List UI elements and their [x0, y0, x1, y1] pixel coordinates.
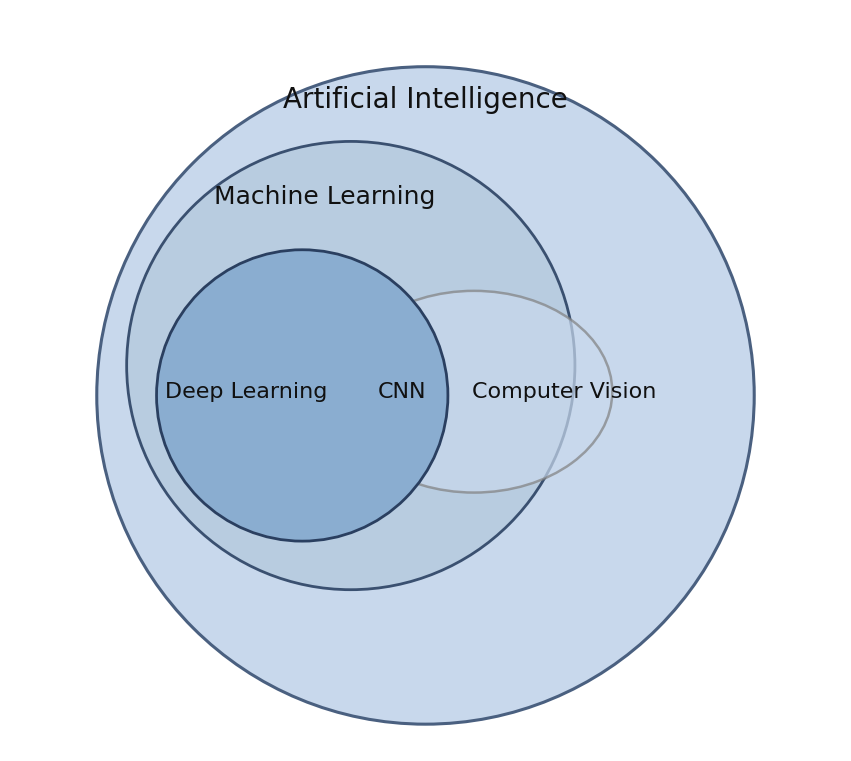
Circle shape — [127, 142, 575, 590]
Circle shape — [157, 250, 448, 541]
Text: Computer Vision: Computer Vision — [471, 382, 656, 402]
Text: CNN: CNN — [377, 382, 426, 402]
Text: Machine Learning: Machine Learning — [214, 186, 436, 209]
Text: Deep Learning: Deep Learning — [165, 382, 328, 402]
Circle shape — [97, 67, 754, 724]
Ellipse shape — [336, 291, 612, 492]
Text: Artificial Intelligence: Artificial Intelligence — [283, 86, 568, 114]
